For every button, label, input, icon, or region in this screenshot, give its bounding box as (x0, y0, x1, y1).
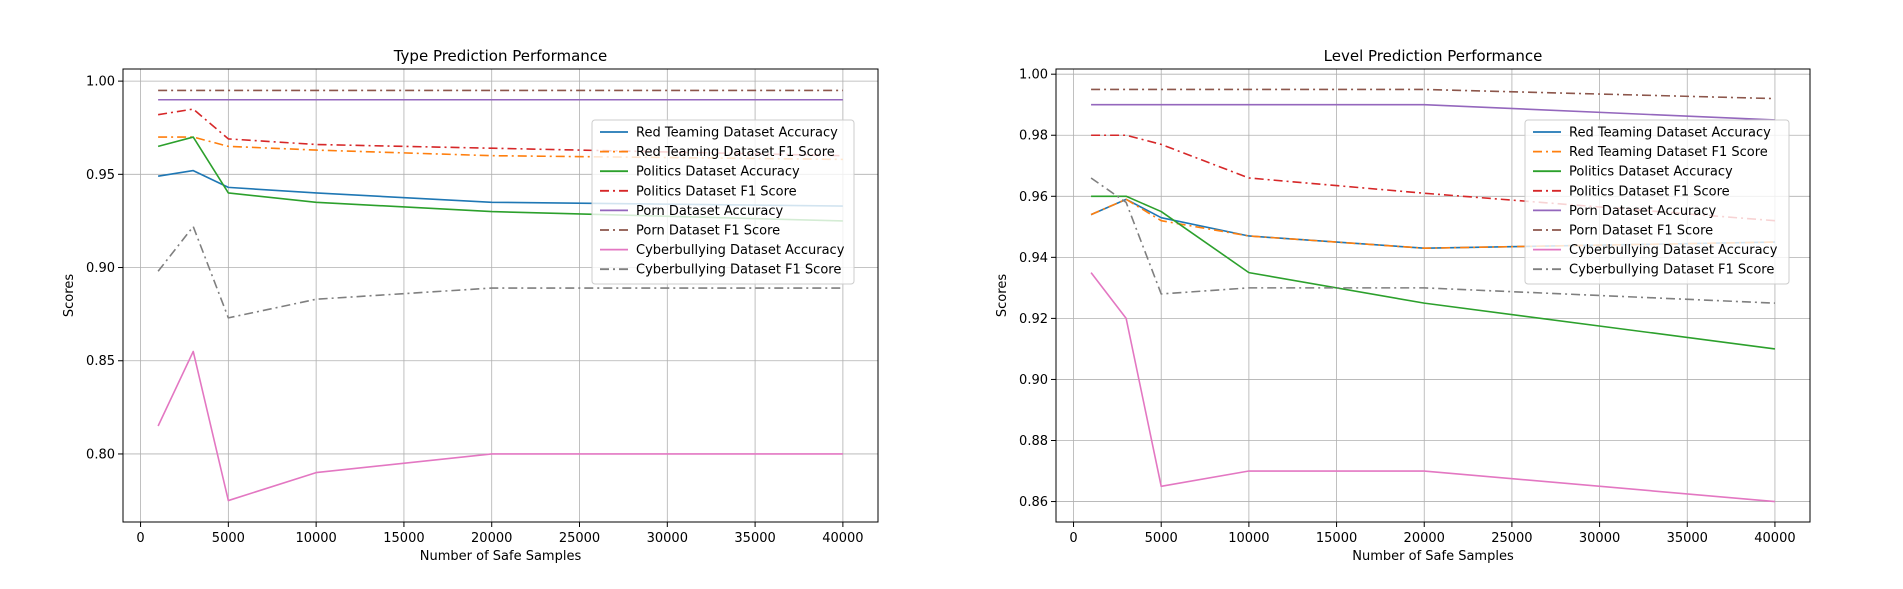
axes-frame (122, 68, 879, 523)
legend-label-0: Red Teaming Dataset Accuracy (1569, 126, 1771, 141)
chart-title: Type Prediction Performance (393, 47, 608, 65)
x-tick-label: 5000 (212, 531, 245, 546)
series-line-4 (1091, 103, 1775, 121)
x-axis-label: Number of Safe Samples (420, 549, 582, 564)
legend-label-3: Politics Dataset F1 Score (1569, 184, 1730, 199)
legend-label-6: Cyberbullying Dataset Accuracy (1569, 243, 1778, 258)
legend: Red Teaming Dataset Accuracy Red Teaming … (1524, 119, 1790, 285)
x-tick-label: 40000 (1754, 531, 1795, 546)
x-tick-label: 0 (136, 531, 144, 546)
x-tick-label: 20000 (471, 531, 512, 546)
legend-label-4: Porn Dataset Accuracy (1569, 204, 1717, 219)
legend-label-6: Cyberbullying Dataset Accuracy (636, 243, 845, 258)
legend-label-2: Politics Dataset Accuracy (1569, 165, 1733, 180)
x-tick-label: 25000 (1491, 531, 1532, 546)
legend-label-5: Porn Dataset F1 Score (636, 224, 780, 239)
y-tick-label: 1.00 (1019, 68, 1048, 83)
legend-label-3: Politics Dataset F1 Score (636, 184, 797, 199)
y-tick-label: 0.96 (1019, 190, 1048, 205)
legend-label-2: Politics Dataset Accuracy (636, 165, 800, 180)
series-line-6 (157, 350, 843, 502)
y-tick-label: 0.90 (1019, 373, 1048, 388)
series-line-7 (157, 225, 843, 319)
series-line-1 (158, 136, 843, 161)
series-line-0 (157, 169, 843, 207)
series-line-7 (1090, 177, 1775, 304)
x-tick-label: 35000 (1667, 531, 1708, 546)
type-prediction-chart: 0 5000 10000 15000 20000 25000 30000 35000 40000… (62, 47, 879, 564)
series-line-3 (157, 108, 843, 157)
x-tick-label: 25000 (559, 531, 600, 546)
y-tick-label: 0.98 (1019, 129, 1048, 144)
series-line-6 (1090, 272, 1775, 503)
x-tick-label: 20000 (1404, 531, 1445, 546)
y-axis-label: Scores (62, 274, 77, 317)
x-tick-label: 40000 (822, 531, 863, 546)
legend-label-5: Porn Dataset F1 Score (1569, 224, 1713, 239)
series-line-3 (1091, 134, 1775, 222)
x-tick-label: 15000 (1316, 531, 1357, 546)
series-line-2 (1091, 195, 1776, 350)
legend-label-7: Cyberbullying Dataset F1 Score (1569, 263, 1774, 278)
chart-title: Level Prediction Performance (1324, 47, 1543, 65)
y-tick-label: 0.85 (86, 354, 115, 369)
series-line-1 (1090, 198, 1775, 249)
x-tick-label: 30000 (1579, 531, 1620, 546)
y-tick-label: 0.90 (86, 261, 115, 276)
y-tick-label: 0.88 (1019, 434, 1048, 449)
legend-label-4: Porn Dataset Accuracy (636, 204, 784, 219)
y-tick-label: 0.86 (1019, 495, 1048, 510)
level-prediction-chart: 0 5000 10000 15000 20000 25000 30000 35000 40000… (995, 47, 1811, 564)
y-tick-label: 0.80 (86, 447, 115, 462)
legend: Red Teaming Dataset Accuracy Red Teaming … (591, 119, 855, 285)
series-line-2 (157, 136, 843, 222)
x-tick-label: 35000 (734, 531, 775, 546)
y-tick-label: 0.92 (1019, 312, 1048, 327)
y-axis-label: Scores (995, 274, 1010, 317)
legend-label-1: Red Teaming Dataset F1 Score (1569, 145, 1768, 160)
x-axis-label: Number of Safe Samples (1352, 549, 1514, 564)
x-tick-label: 10000 (295, 531, 336, 546)
x-tick-label: 0 (1069, 531, 1077, 546)
y-tick-label: 0.95 (86, 168, 115, 183)
series-line-5 (1091, 88, 1775, 100)
legend-label-0: Red Teaming Dataset Accuracy (636, 126, 838, 141)
y-tick-label: 1.00 (86, 75, 115, 90)
legend-label-1: Red Teaming Dataset F1 Score (636, 145, 835, 160)
x-tick-label: 10000 (1228, 531, 1269, 546)
axes-frame (1055, 68, 1811, 523)
x-tick-label: 15000 (383, 531, 424, 546)
legend-box (591, 119, 855, 285)
y-tick-label: 0.94 (1019, 251, 1048, 266)
legend-label-7: Cyberbullying Dataset F1 Score (636, 263, 841, 278)
legend-box (1524, 119, 1790, 285)
x-tick-label: 30000 (647, 531, 688, 546)
x-tick-label: 5000 (1145, 531, 1178, 546)
